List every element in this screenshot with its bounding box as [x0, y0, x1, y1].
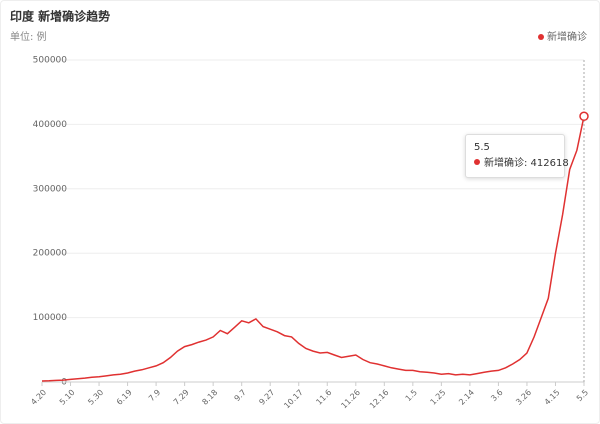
- y-tick-label: 300000: [33, 184, 68, 194]
- x-tick-label: 11.26: [339, 388, 362, 411]
- legend-label: 新增确诊: [547, 30, 587, 43]
- tooltip-label: 新增确诊: 412618: [484, 158, 569, 169]
- tooltip-row: 新增确诊: 412618: [474, 156, 569, 172]
- chart-title: 印度 新增确诊趋势: [10, 9, 110, 24]
- y-tick-label: 100000: [33, 313, 68, 323]
- x-tick-label: 6.19: [115, 388, 134, 407]
- x-tick-label: 8.18: [200, 388, 219, 407]
- y-tick-label: 200000: [33, 249, 68, 259]
- y-tick-label: 400000: [33, 120, 68, 130]
- tooltip-title: 5.5: [474, 142, 490, 153]
- x-tick-label: 2.14: [457, 388, 476, 407]
- x-tick-label: 5.30: [86, 388, 105, 407]
- x-tick-label: 4.15: [543, 388, 562, 407]
- x-tick-label: 12.16: [368, 388, 391, 411]
- x-tick-label: 1.25: [429, 388, 448, 407]
- x-tick-label: 9.27: [257, 388, 276, 407]
- x-tick-label: 7.9: [147, 388, 162, 403]
- x-tick-label: 5.5: [575, 388, 590, 403]
- x-tick-label: 3.26: [514, 388, 533, 407]
- tooltip: 5.5 新增确诊: 412618: [465, 134, 569, 178]
- x-tick-label: 7.29: [172, 388, 191, 407]
- x-tick-label: 3.6: [489, 388, 504, 403]
- series-line: [41, 116, 585, 382]
- x-tick-label: 11.6: [314, 388, 333, 407]
- x-tick-label: 10.17: [282, 388, 305, 411]
- x-tick-label: 1.5: [404, 388, 419, 403]
- x-tick-label: 5.10: [58, 388, 77, 407]
- x-tick-label: 4.20: [29, 388, 48, 407]
- tooltip-dot: [474, 159, 480, 165]
- chart-subtitle: 单位: 例: [10, 30, 47, 43]
- y-tick-label: 500000: [33, 56, 68, 66]
- x-tick-label: 9.7: [232, 388, 247, 403]
- hover-point: [579, 111, 589, 122]
- legend-dot: [538, 34, 544, 40]
